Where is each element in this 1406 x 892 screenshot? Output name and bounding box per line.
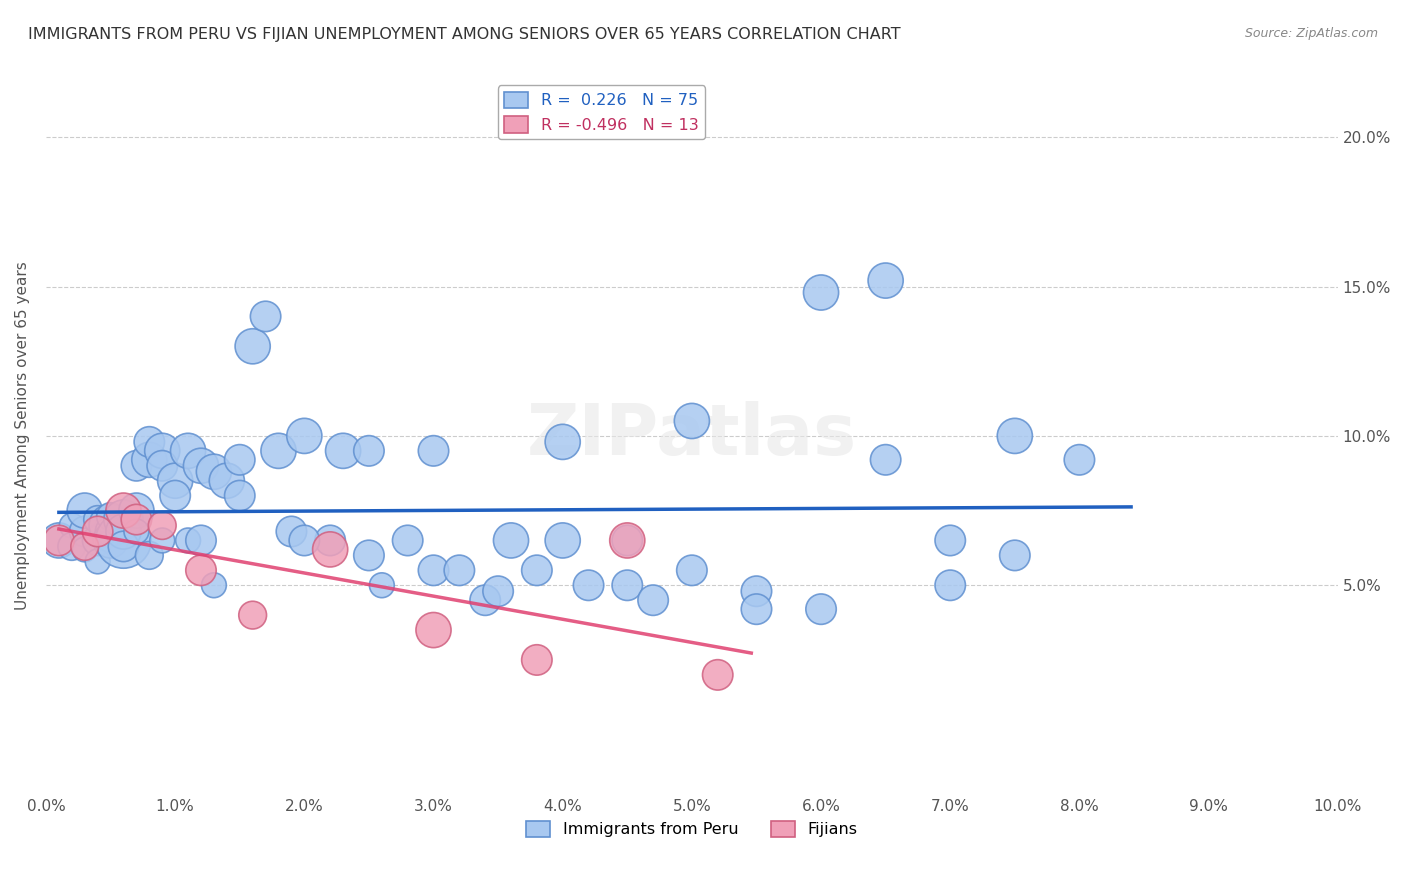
Point — [177, 443, 200, 458]
Point — [422, 623, 444, 637]
Point — [229, 452, 252, 467]
Point — [190, 458, 212, 473]
Point — [357, 443, 380, 458]
Point — [706, 668, 728, 682]
Point — [267, 443, 290, 458]
Point — [499, 533, 522, 548]
Point — [48, 533, 70, 548]
Point — [112, 512, 135, 526]
Point — [616, 578, 638, 592]
Point — [875, 452, 897, 467]
Point — [125, 512, 148, 526]
Point — [1069, 452, 1091, 467]
Point — [138, 549, 160, 563]
Point — [112, 524, 135, 539]
Point — [150, 458, 173, 473]
Point — [242, 339, 264, 353]
Point — [125, 458, 148, 473]
Point — [526, 563, 548, 577]
Point — [332, 443, 354, 458]
Text: ZIPatlas: ZIPatlas — [527, 401, 856, 470]
Point — [474, 593, 496, 607]
Point — [357, 549, 380, 563]
Text: IMMIGRANTS FROM PERU VS FIJIAN UNEMPLOYMENT AMONG SENIORS OVER 65 YEARS CORRELAT: IMMIGRANTS FROM PERU VS FIJIAN UNEMPLOYM… — [28, 27, 901, 42]
Point — [60, 540, 83, 554]
Point — [73, 503, 96, 517]
Point — [745, 584, 768, 599]
Point — [486, 584, 509, 599]
Point — [177, 533, 200, 548]
Point — [371, 578, 394, 592]
Point — [165, 474, 187, 488]
Point — [396, 533, 419, 548]
Point — [551, 434, 574, 449]
Point — [150, 533, 173, 548]
Point — [875, 274, 897, 288]
Point — [202, 465, 225, 479]
Point — [810, 602, 832, 616]
Point — [73, 542, 96, 557]
Point — [150, 443, 173, 458]
Point — [60, 518, 83, 533]
Point — [280, 524, 302, 539]
Point — [810, 285, 832, 300]
Point — [319, 533, 342, 548]
Point — [112, 533, 135, 548]
Point — [1004, 429, 1026, 443]
Point — [190, 563, 212, 577]
Point — [86, 533, 108, 548]
Point — [100, 518, 122, 533]
Point — [138, 452, 160, 467]
Point — [681, 563, 703, 577]
Point — [939, 578, 962, 592]
Point — [190, 533, 212, 548]
Point — [578, 578, 600, 592]
Point — [73, 540, 96, 554]
Point — [48, 533, 70, 548]
Point — [150, 518, 173, 533]
Point — [100, 533, 122, 548]
Point — [449, 563, 471, 577]
Point — [112, 540, 135, 554]
Point — [112, 503, 135, 517]
Point — [138, 434, 160, 449]
Point — [125, 503, 148, 517]
Point — [125, 524, 148, 539]
Point — [616, 533, 638, 548]
Point — [242, 608, 264, 623]
Point — [551, 533, 574, 548]
Point — [681, 414, 703, 428]
Point — [643, 593, 665, 607]
Point — [86, 524, 108, 539]
Point — [422, 443, 444, 458]
Point — [1004, 549, 1026, 563]
Point — [616, 533, 638, 548]
Point — [202, 578, 225, 592]
Point — [100, 509, 122, 524]
Point — [422, 563, 444, 577]
Point — [86, 554, 108, 568]
Point — [745, 602, 768, 616]
Point — [86, 512, 108, 526]
Point — [229, 489, 252, 503]
Point — [319, 542, 342, 557]
Point — [254, 310, 277, 324]
Legend: Immigrants from Peru, Fijians: Immigrants from Peru, Fijians — [520, 814, 863, 844]
Point — [292, 429, 315, 443]
Point — [215, 474, 238, 488]
Point — [73, 524, 96, 539]
Point — [526, 653, 548, 667]
Point — [165, 489, 187, 503]
Point — [100, 524, 122, 539]
Y-axis label: Unemployment Among Seniors over 65 years: Unemployment Among Seniors over 65 years — [15, 261, 30, 610]
Text: Source: ZipAtlas.com: Source: ZipAtlas.com — [1244, 27, 1378, 40]
Point — [939, 533, 962, 548]
Point — [292, 533, 315, 548]
